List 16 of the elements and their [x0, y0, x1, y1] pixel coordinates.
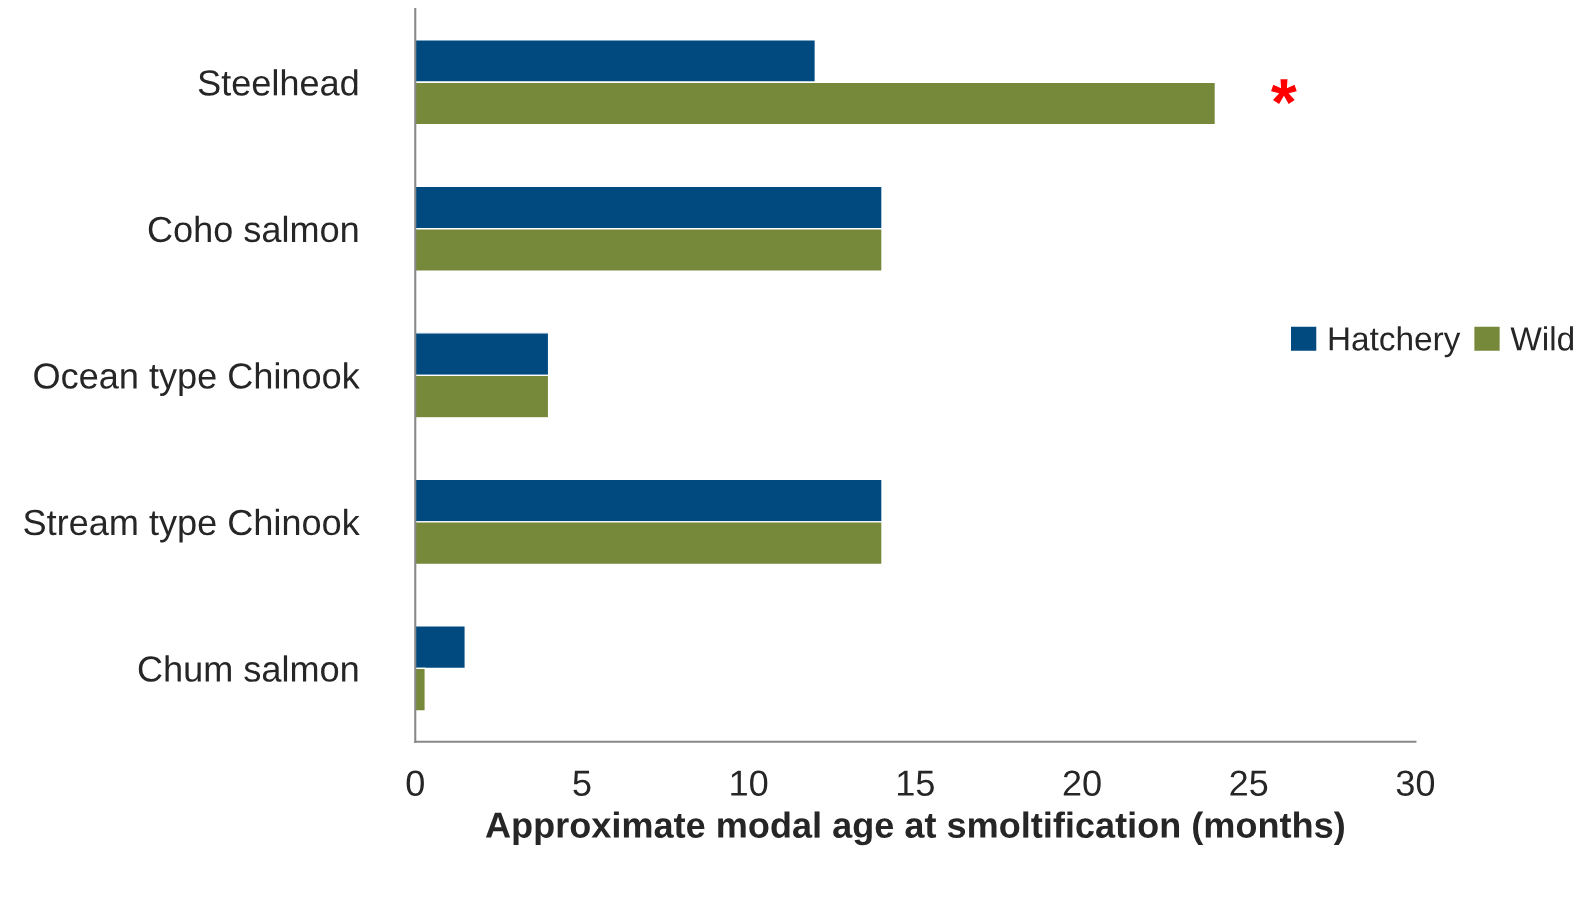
x-axis-title: Approximate modal age at smoltification (months) [485, 811, 1344, 846]
legend-label: Hatchery [1329, 326, 1461, 358]
annotation: * [1271, 79, 1297, 105]
y-tick-label: Ocean type Chinook [34, 362, 360, 396]
y-tick-label: Steelhead [198, 69, 358, 96]
y-tick-label: Stream type Chinook [24, 508, 360, 543]
x-tick-label: 10 [731, 770, 768, 796]
x-tick-label: 20 [1063, 770, 1101, 796]
x-tick-label: 5 [573, 770, 591, 796]
y-tick-label: Coho salmon [148, 215, 358, 243]
x-tick-label: 30 [1396, 770, 1435, 796]
x-tick-label: 0 [406, 770, 424, 796]
x-tick-label: 15 [898, 770, 934, 796]
y-tick-label: Chum salmon [138, 655, 358, 682]
legend-label: Wild [1510, 326, 1574, 351]
x-tick-label: 25 [1230, 770, 1268, 796]
